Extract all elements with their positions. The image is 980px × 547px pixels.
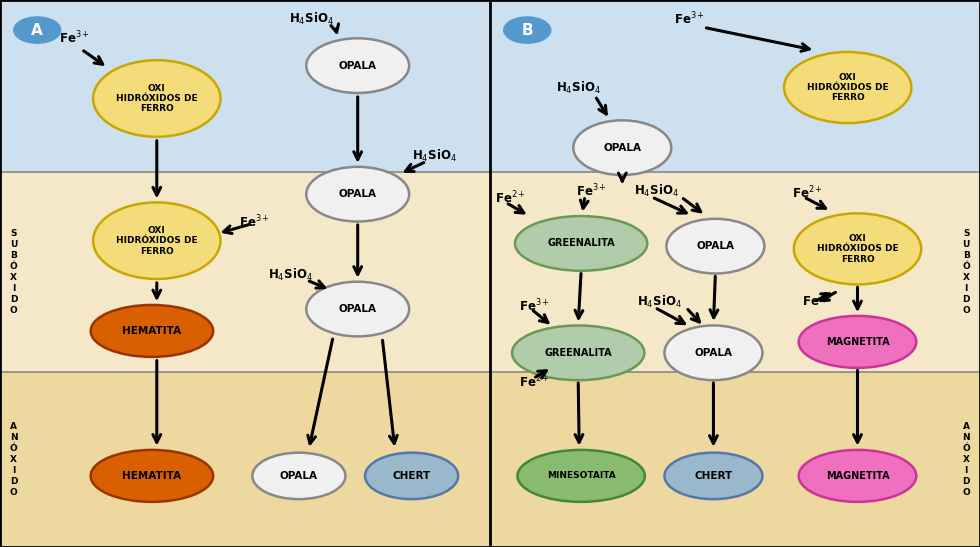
Ellipse shape [306, 38, 410, 93]
Ellipse shape [90, 450, 213, 502]
Text: OPALA: OPALA [697, 241, 734, 251]
Text: S
U
B
Ó
X
I
D
O: S U B Ó X I D O [10, 229, 18, 315]
Ellipse shape [253, 453, 345, 499]
Text: HEMATITA: HEMATITA [122, 326, 181, 336]
Text: MAGNETITA: MAGNETITA [826, 471, 889, 481]
Text: H$_4$SiO$_4$: H$_4$SiO$_4$ [412, 148, 457, 164]
Text: H$_4$SiO$_4$: H$_4$SiO$_4$ [268, 266, 313, 283]
Bar [0, 0, 490, 172]
Text: B: B [521, 22, 533, 38]
Text: GREENALITA: GREENALITA [547, 238, 615, 248]
Ellipse shape [664, 325, 762, 380]
Text: CHERT: CHERT [392, 471, 431, 481]
Text: OPALA: OPALA [339, 61, 376, 71]
Bar [490, 372, 980, 547]
Text: OPALA: OPALA [280, 471, 318, 481]
Ellipse shape [666, 219, 764, 274]
Ellipse shape [306, 167, 410, 222]
Text: A
N
Ó
X
I
D
O: A N Ó X I D O [10, 422, 18, 497]
Text: Fe$^{2+}$: Fe$^{2+}$ [802, 293, 833, 309]
Bar [0, 372, 490, 547]
Ellipse shape [306, 282, 410, 336]
Text: H$_4$SiO$_4$: H$_4$SiO$_4$ [556, 79, 601, 96]
Ellipse shape [664, 453, 762, 499]
Text: A
N
Ó
X
I
D
O: A N Ó X I D O [962, 422, 970, 497]
Text: MAGNETITA: MAGNETITA [826, 337, 889, 347]
Ellipse shape [90, 305, 213, 357]
Text: A: A [31, 22, 43, 38]
Text: OPALA: OPALA [695, 348, 732, 358]
Ellipse shape [517, 450, 645, 502]
Circle shape [14, 17, 61, 43]
Text: GREENALITA: GREENALITA [544, 348, 612, 358]
Text: OXI
HIDRÓXIDOS DE
FERRO: OXI HIDRÓXIDOS DE FERRO [816, 234, 899, 264]
Text: Fe$^{3+}$: Fe$^{3+}$ [576, 183, 608, 200]
Text: Fe$^{2+}$: Fe$^{2+}$ [495, 190, 526, 206]
Bar [490, 0, 980, 172]
Circle shape [504, 17, 551, 43]
Bar [490, 172, 980, 372]
Text: MINESOTAITA: MINESOTAITA [547, 472, 615, 480]
Text: Fe$^{2+}$: Fe$^{2+}$ [519, 374, 551, 390]
Text: Fe$^{3+}$: Fe$^{3+}$ [519, 298, 551, 315]
Text: HEMATITA: HEMATITA [122, 471, 181, 481]
Text: H$_4$SiO$_4$: H$_4$SiO$_4$ [289, 11, 334, 27]
Ellipse shape [93, 202, 220, 279]
Text: CHERT: CHERT [694, 471, 733, 481]
Text: H$_4$SiO$_4$: H$_4$SiO$_4$ [637, 294, 682, 310]
Ellipse shape [573, 120, 671, 175]
Text: Fe$^{3+}$: Fe$^{3+}$ [239, 214, 270, 230]
Bar [0, 172, 490, 372]
Text: Fe$^{2+}$: Fe$^{2+}$ [792, 184, 823, 201]
Ellipse shape [93, 60, 220, 137]
Ellipse shape [799, 450, 916, 502]
Text: OXI
HIDRÓXIDOS DE
FERRO: OXI HIDRÓXIDOS DE FERRO [807, 73, 889, 102]
Text: OXI
HIDRÓXIDOS DE
FERRO: OXI HIDRÓXIDOS DE FERRO [116, 226, 198, 255]
Ellipse shape [515, 216, 647, 271]
Text: OPALA: OPALA [604, 143, 641, 153]
Ellipse shape [784, 52, 911, 123]
Text: Fe$^{3+}$: Fe$^{3+}$ [59, 30, 90, 46]
Text: OPALA: OPALA [339, 304, 376, 314]
Ellipse shape [365, 453, 459, 499]
Text: Fe$^{3+}$: Fe$^{3+}$ [674, 11, 706, 27]
Text: S
U
B
Ó
X
I
D
O: S U B Ó X I D O [962, 229, 970, 315]
Ellipse shape [799, 316, 916, 368]
Text: OXI
HIDRÓXIDOS DE
FERRO: OXI HIDRÓXIDOS DE FERRO [116, 84, 198, 113]
Ellipse shape [794, 213, 921, 284]
Text: OPALA: OPALA [339, 189, 376, 199]
Text: H$_4$SiO$_4$: H$_4$SiO$_4$ [634, 183, 679, 200]
Ellipse shape [512, 325, 645, 380]
